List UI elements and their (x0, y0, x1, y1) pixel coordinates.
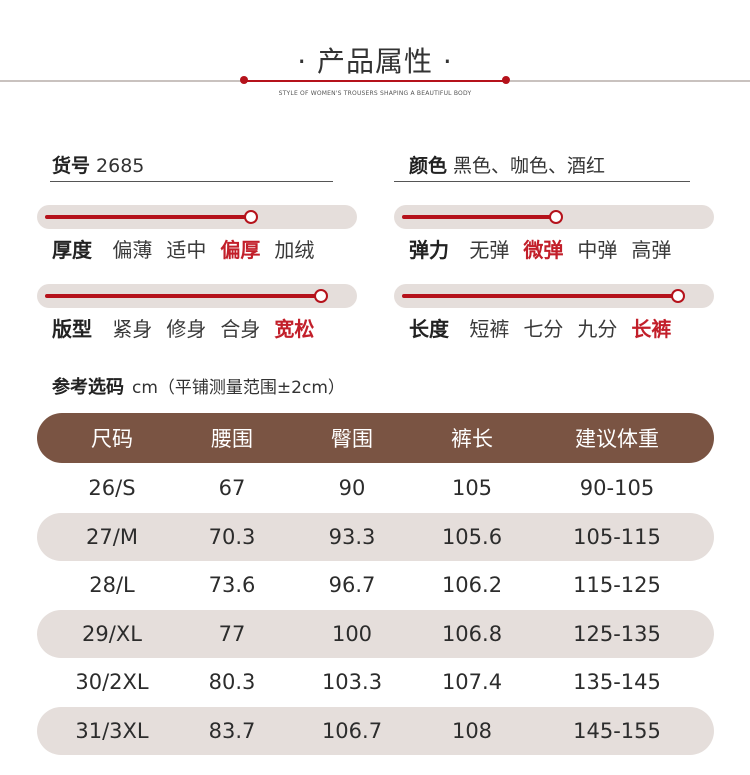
fit-options: 版型 紧身 修身 合身 宽松 (52, 315, 328, 343)
fit-option: 合身 (220, 317, 261, 341)
size-chart-heading: 参考选码 (52, 377, 124, 398)
header-rule-left (0, 80, 243, 82)
cell-weight: 145-155 (573, 718, 661, 743)
cell-weight: 90-105 (579, 476, 655, 500)
cell-size: 31/3XL (75, 718, 149, 743)
cell-hip: 96.7 (328, 573, 376, 597)
fit-option: 宽松 (274, 317, 315, 341)
cell-hip: 90 (338, 476, 366, 500)
elasticity-meter-knob (549, 210, 563, 224)
cell-length: 105 (451, 476, 493, 500)
cell-size: 26/S (88, 476, 136, 500)
fit-option: 修身 (166, 317, 207, 341)
cell-length: 105.6 (441, 524, 503, 549)
header-cell-hip: 臀围 (331, 427, 373, 451)
cell-weight: 135-145 (573, 670, 661, 694)
cell-weight: 105-115 (573, 524, 661, 549)
length-options: 长度 短裤 七分 九分 长裤 (409, 315, 685, 343)
header-cell-weight: 建议体重 (575, 427, 659, 451)
cell-size: 28/L (89, 573, 135, 597)
elasticity-option: 高弹 (631, 238, 672, 262)
table-row: 28/L 73.6 96.7 106.2 115-125 (37, 561, 714, 609)
cell-waist: 77 (218, 621, 246, 646)
size-chart-title: 参考选码 cm（平铺测量范围±2cm） (52, 373, 345, 399)
fit-meter-fill (45, 294, 319, 298)
cell-waist: 67 (218, 476, 246, 500)
fit-meter-knob (314, 289, 328, 303)
thickness-meter (37, 205, 357, 229)
cell-waist: 73.6 (208, 573, 256, 597)
section-title: · 产品属性 · (297, 45, 453, 78)
elasticity-label: 弹力 (409, 238, 449, 262)
length-option: 短裤 (469, 317, 510, 341)
size-chart-note: cm（平铺测量范围±2cm） (132, 378, 345, 398)
thickness-label: 厚度 (52, 238, 92, 262)
elasticity-option: 微弹 (523, 238, 564, 262)
table-row: 30/2XL 80.3 103.3 107.4 135-145 (37, 658, 714, 706)
color-value: 黑色、咖色、酒红 (453, 155, 606, 177)
color-attribute: 颜色 黑色、咖色、酒红 (409, 153, 605, 179)
table-row: 31/3XL 83.7 106.7 108 145-155 (37, 706, 714, 755)
header-cell-size: 尺码 (91, 427, 133, 451)
cell-length: 106.2 (441, 573, 503, 597)
header-cell-length: 裤长 (451, 427, 493, 451)
item-number-underline (50, 181, 333, 182)
thickness-meter-knob (244, 210, 258, 224)
table-row: 29/XL 77 100 106.8 125-135 (37, 609, 714, 658)
cell-size: 29/XL (82, 621, 142, 646)
fit-label: 版型 (52, 317, 92, 341)
table-row: 27/M 70.3 93.3 105.6 105-115 (37, 512, 714, 561)
length-meter (394, 284, 714, 308)
header-dot-right (502, 76, 510, 84)
thickness-option: 偏厚 (220, 238, 261, 262)
elasticity-option: 中弹 (577, 238, 618, 262)
color-label: 颜色 (409, 155, 448, 177)
length-option: 九分 (577, 317, 618, 341)
item-number-label: 货号 (52, 155, 91, 177)
cell-size: 27/M (86, 524, 138, 549)
length-option: 长裤 (631, 317, 672, 341)
table-row: 26/S 67 90 105 90-105 (37, 464, 714, 512)
length-label: 长度 (409, 317, 449, 341)
elasticity-meter-fill (402, 215, 554, 219)
header-rule-right (510, 80, 750, 82)
fit-option: 紧身 (112, 317, 153, 341)
cell-size: 30/2XL (75, 670, 149, 694)
cell-hip: 106.7 (321, 718, 383, 743)
cell-waist: 83.7 (208, 718, 256, 743)
thickness-options: 厚度 偏薄 适中 偏厚 加绒 (52, 236, 328, 264)
cell-weight: 115-125 (573, 573, 661, 597)
cell-length: 107.4 (441, 670, 503, 694)
size-table-header: 尺码 腰围 臀围 裤长 建议体重 (37, 413, 714, 463)
cell-weight: 125-135 (573, 621, 661, 646)
cell-hip: 103.3 (321, 670, 383, 694)
item-number-value: 2685 (96, 155, 145, 177)
item-number: 货号 2685 (52, 153, 144, 179)
thickness-option: 偏薄 (112, 238, 153, 262)
thickness-option: 加绒 (274, 238, 315, 262)
cell-length: 106.8 (441, 621, 503, 646)
cell-hip: 100 (331, 621, 373, 646)
elasticity-options: 弹力 无弹 微弹 中弹 高弹 (409, 236, 685, 264)
fit-meter (37, 284, 357, 308)
header-dot-left (240, 76, 248, 84)
length-meter-fill (402, 294, 676, 298)
header-rule-center (246, 80, 504, 82)
cell-hip: 93.3 (328, 524, 376, 549)
cell-length: 108 (451, 718, 493, 743)
cell-waist: 70.3 (208, 524, 256, 549)
length-option: 七分 (523, 317, 564, 341)
section-subtitle: STYLE OF WOMEN'S TROUSERS SHAPING A BEAU… (278, 90, 472, 97)
length-meter-knob (671, 289, 685, 303)
elasticity-option: 无弹 (469, 238, 510, 262)
thickness-option: 适中 (166, 238, 207, 262)
color-underline (394, 181, 690, 182)
header-cell-waist: 腰围 (211, 427, 253, 451)
thickness-meter-fill (45, 215, 249, 219)
elasticity-meter (394, 205, 714, 229)
cell-waist: 80.3 (208, 670, 256, 694)
